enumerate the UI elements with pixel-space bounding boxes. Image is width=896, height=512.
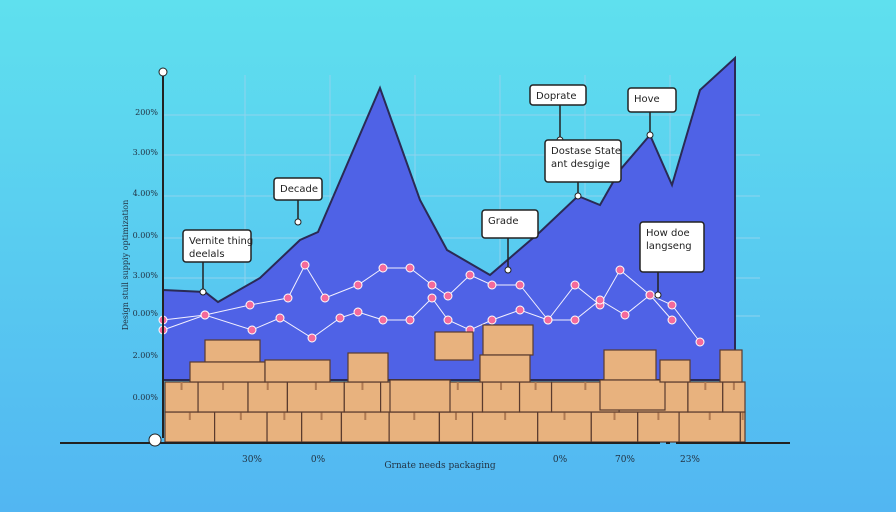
callout-box [544, 139, 622, 183]
box [389, 379, 451, 413]
box [603, 349, 657, 381]
x-axis-title: Grnate needs packaging [384, 461, 496, 471]
y-axis-title: Design stull suppiy optimization [121, 200, 130, 330]
node [620, 310, 630, 320]
node [275, 313, 285, 323]
node [378, 315, 388, 325]
node [515, 280, 525, 290]
y-tick-label: 200% [135, 108, 158, 117]
callout-box [627, 87, 677, 113]
callout-line: Doprate [536, 91, 576, 102]
node [378, 263, 388, 273]
callout-text: Vernite thing deelals [189, 236, 253, 260]
y-tick-label: 3.00% [133, 148, 159, 157]
box [479, 354, 531, 383]
callout-text: Decade [280, 184, 318, 195]
callout-line: Dostase State [551, 146, 621, 157]
callout-box [273, 177, 323, 201]
callout-box [529, 84, 587, 106]
y-tick-label: 0.00% [133, 393, 159, 402]
node [307, 333, 317, 343]
y-tick-label: 0.00% [133, 309, 159, 318]
box [482, 324, 534, 356]
callout-line: langseng [646, 241, 692, 252]
node [405, 315, 415, 325]
x-tick-label: 0% [553, 455, 568, 465]
box [204, 339, 261, 363]
node [405, 263, 415, 273]
box [719, 349, 743, 383]
node [283, 293, 293, 303]
node [487, 315, 497, 325]
node [543, 315, 553, 325]
callout-dot [199, 288, 207, 296]
box [286, 381, 345, 413]
x-tick-label: 70% [615, 455, 635, 465]
callout-text: How doe langseng [646, 228, 692, 252]
node [443, 291, 453, 301]
node [667, 300, 677, 310]
node [353, 280, 363, 290]
node [247, 325, 257, 335]
callout-line: ant desgige [551, 159, 610, 170]
node [300, 260, 310, 270]
axis-origin [148, 433, 162, 447]
callout-text: Hove [634, 94, 660, 105]
node [570, 315, 580, 325]
node [200, 310, 210, 320]
node [645, 290, 655, 300]
node [427, 293, 437, 303]
callout-line: Decade [280, 184, 318, 195]
callout-line: deelals [189, 249, 225, 260]
callout-dot [646, 131, 654, 139]
node [465, 270, 475, 280]
x-tick-label: 23% [680, 455, 700, 465]
box [189, 361, 266, 383]
callout-text: Doprate [536, 91, 576, 102]
callout-line: Vernite thing [189, 236, 253, 247]
y-tick-label: 0.00% [133, 231, 159, 240]
callout-line: How doe [646, 228, 690, 239]
node [443, 315, 453, 325]
box [264, 359, 331, 383]
x-tick-label: 30% [242, 455, 262, 465]
node [595, 295, 605, 305]
y-tick-label: 3.00% [133, 271, 159, 280]
callout-line: Hove [634, 94, 660, 105]
node [695, 337, 705, 347]
node [320, 293, 330, 303]
node [427, 280, 437, 290]
callout-text: Grade [488, 216, 519, 227]
node [335, 313, 345, 323]
callout-text: Dostase State ant desgige [551, 146, 621, 170]
callout-box [639, 221, 705, 273]
area [162, 55, 736, 381]
axis-end [158, 67, 168, 77]
y-tick-label: 4.00% [133, 189, 159, 198]
box [347, 352, 389, 383]
network [158, 260, 705, 347]
box [659, 359, 691, 383]
node [667, 315, 677, 325]
node [615, 265, 625, 275]
x-tick-label: 0% [311, 455, 326, 465]
callout-box [481, 209, 539, 239]
node [353, 307, 363, 317]
node [570, 280, 580, 290]
y-tick-label: 2.00% [133, 351, 159, 360]
callout-line: Grade [488, 216, 519, 227]
callout-dot [574, 192, 582, 200]
callout-dot [654, 291, 662, 299]
node [515, 305, 525, 315]
box [599, 379, 666, 411]
node [245, 300, 255, 310]
node [487, 280, 497, 290]
callout-box [182, 229, 252, 263]
callout-dot [504, 266, 512, 274]
callout-dot [294, 218, 302, 226]
box [434, 331, 474, 361]
